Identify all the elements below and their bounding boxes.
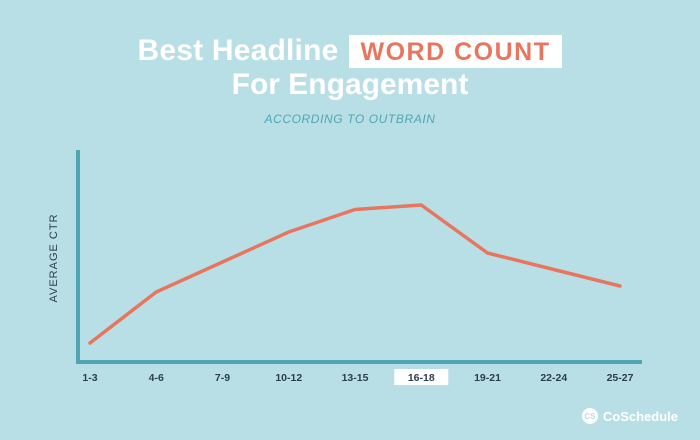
x-tick-label: 25-27 (607, 372, 634, 384)
coschedule-logo-text: CoSchedule (602, 408, 678, 424)
x-tick-label: 4-6 (149, 372, 164, 384)
x-tick-label: 10-12 (275, 372, 302, 384)
x-tick-label: 7-9 (215, 372, 230, 384)
chart-subtitle: ACCORDING TO OUTBRAIN (264, 112, 436, 126)
chart-series (88, 203, 622, 345)
x-tick-labels: 1-3 4-6 7-9 10-12 13-15 16-18 19-21 22-24 25-27 (82, 369, 634, 385)
title-highlight: WORD COUNT (348, 34, 563, 68)
coschedule-logo: CS CoSchedule (581, 408, 678, 424)
title-line-2: For Engagement (231, 68, 469, 101)
x-tick-highlight-box (394, 369, 449, 385)
series-line (88, 203, 622, 345)
x-tick-label: 16-18 (408, 372, 435, 384)
title-prefix: Best Headline (137, 34, 339, 67)
title-line-1: Best Headline WORD COUNT (0, 34, 700, 68)
x-tick-label: 19-21 (474, 372, 501, 384)
x-tick-label: 22-24 (540, 372, 567, 384)
coschedule-logo-icon: CS (581, 408, 598, 424)
x-tick-label: 1-3 (82, 372, 97, 384)
x-tick-label: 13-15 (342, 372, 369, 384)
chart-axes (76, 150, 642, 364)
